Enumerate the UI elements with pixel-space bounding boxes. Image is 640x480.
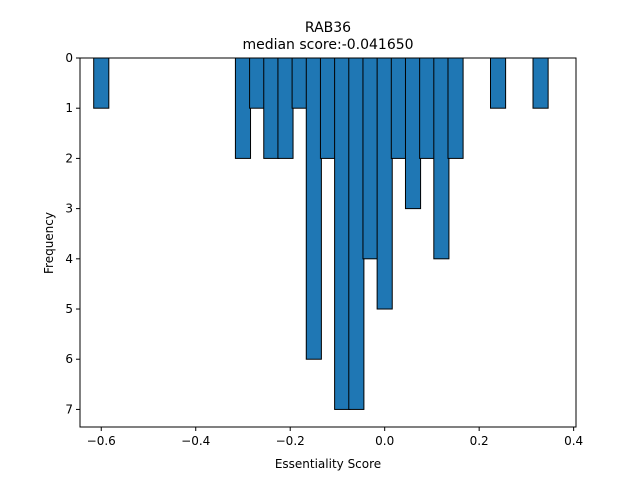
y-tick-label: 6 (65, 352, 73, 366)
y-tick-label: 1 (65, 101, 73, 115)
x-tick-label: −0.6 (87, 434, 116, 448)
x-tick-label: 0.2 (470, 434, 489, 448)
y-tick-label: 4 (65, 252, 73, 266)
histogram-bar (390, 57, 407, 159)
y-tick-label: 5 (65, 302, 73, 316)
histogram-bar (419, 57, 436, 159)
histogram-bar (305, 57, 322, 360)
histogram-bar (263, 57, 280, 159)
y-tick-label: 7 (65, 402, 73, 416)
x-tick-label: 0.4 (564, 434, 583, 448)
y-ticks-group: 0 1 2 3 4 5 6 7 (65, 51, 80, 416)
axes-frame (79, 57, 577, 428)
x-tick-label: −0.4 (181, 434, 210, 448)
histogram-bar (447, 57, 464, 159)
y-tick-label: 0 (65, 51, 73, 65)
histogram-bar (234, 57, 252, 159)
histogram-bar (319, 57, 337, 159)
histogram-bar (334, 57, 351, 410)
y-tick-label: 3 (65, 202, 73, 216)
histogram-bar (376, 57, 393, 310)
histogram-bar (93, 57, 110, 109)
histogram-bar (532, 57, 549, 109)
histogram-bar (362, 57, 379, 260)
chart-title: RAB36 (305, 20, 351, 36)
chart-subtitle: median score:-0.041650 (242, 37, 413, 53)
histogram-bar (433, 57, 450, 260)
y-tick-label: 2 (65, 151, 73, 165)
y-axis-label: Frequency (42, 212, 56, 274)
bars-group (93, 57, 549, 410)
histogram-bar (348, 57, 365, 410)
histogram-bar (489, 57, 507, 109)
histogram-bar (277, 57, 294, 159)
histogram-bar (291, 57, 308, 109)
histogram-bar (404, 57, 422, 210)
x-axis-label: Essentiality Score (275, 457, 381, 471)
x-tick-label: 0.0 (375, 434, 394, 448)
x-tick-label: −0.2 (276, 434, 305, 448)
x-ticks-group: −0.6 −0.4 −0.2 0.0 0.2 0.4 (87, 427, 583, 448)
histogram-bar (249, 57, 266, 109)
